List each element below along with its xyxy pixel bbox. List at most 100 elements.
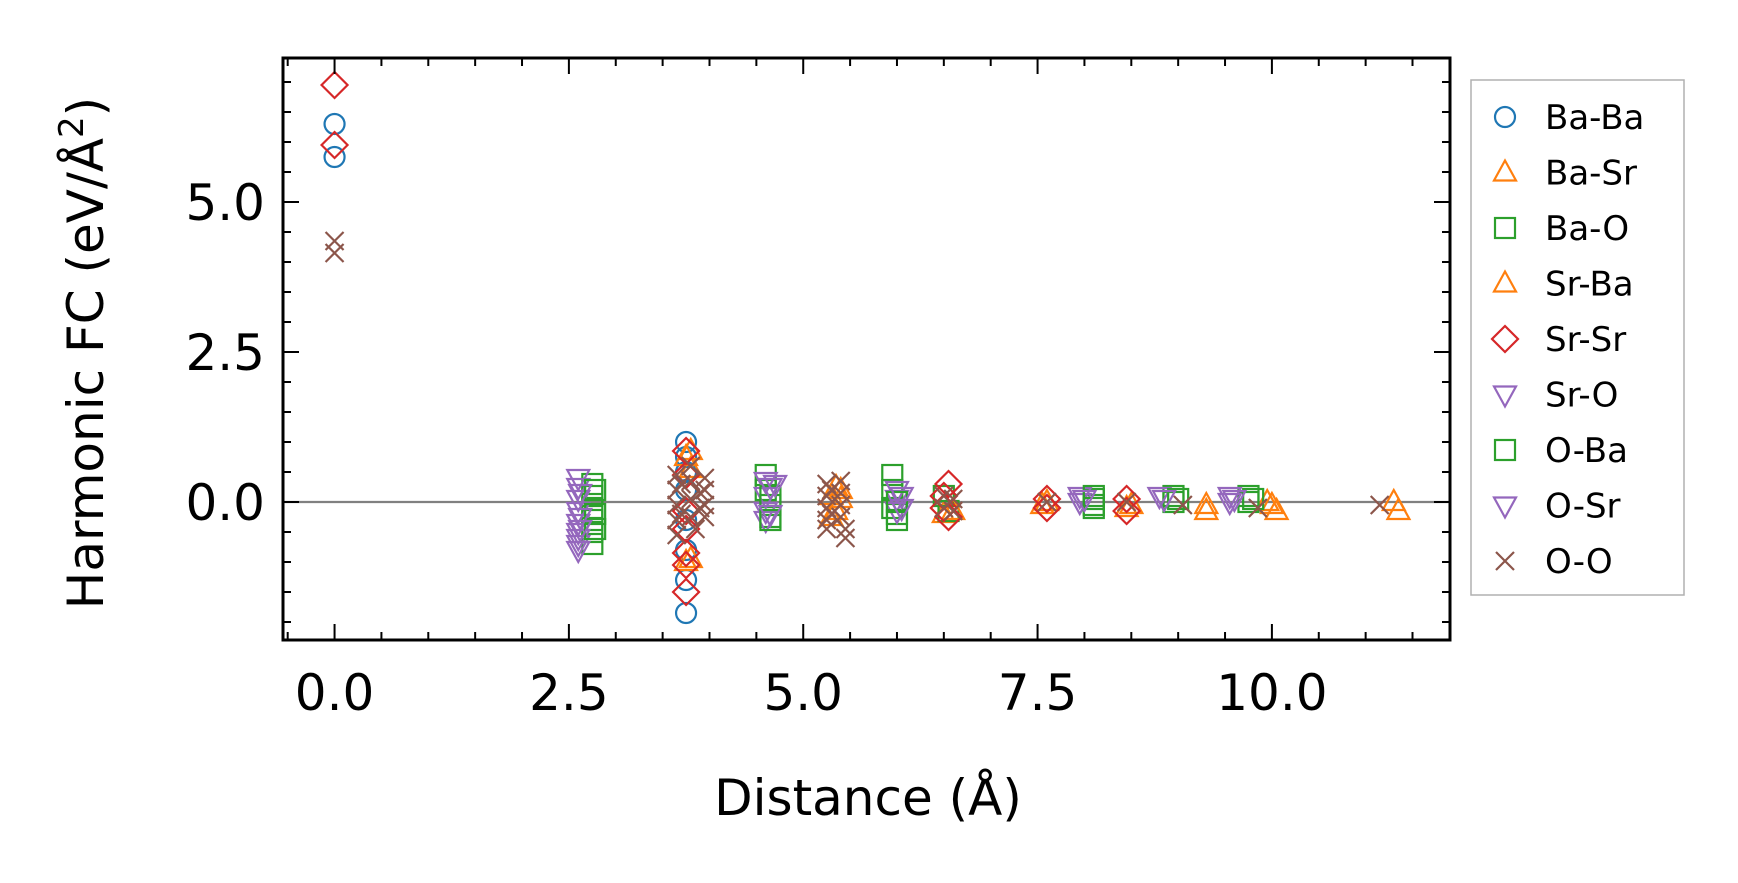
data-point	[762, 474, 788, 499]
data-point	[666, 465, 687, 485]
series-sr-sr	[319, 70, 1142, 607]
data-point	[1221, 489, 1248, 514]
data-point	[671, 436, 701, 466]
data-point	[816, 519, 837, 539]
y-tick-label: 0.0	[185, 474, 265, 532]
data-point	[323, 112, 346, 136]
data-point	[1242, 487, 1265, 511]
legend-label: O-Ba	[1545, 431, 1628, 471]
legend: Ba-Ba Ba-Sr Ba-O Sr-Ba Sr-Sr Sr-O O-Ba O-Sr O-O	[1470, 79, 1685, 596]
data-point	[1082, 484, 1105, 508]
legend-marker-ba-ba	[1493, 105, 1517, 129]
data-point	[1254, 487, 1281, 512]
data-point	[584, 517, 607, 541]
data-point	[674, 601, 698, 625]
data-point	[1263, 496, 1290, 521]
x-tick-label: 2.5	[529, 664, 609, 722]
data-point	[565, 540, 592, 565]
data-point	[567, 519, 594, 544]
data-point	[695, 507, 715, 527]
data-point	[584, 478, 607, 502]
legend-label: Ba-Ba	[1545, 98, 1644, 138]
y-axis-label-main: Harmonic FC (eV/Å	[57, 138, 115, 609]
data-point	[671, 577, 701, 607]
data-point	[319, 70, 350, 100]
legend-marker-o-o	[1495, 551, 1515, 571]
legend-label: Sr-Ba	[1545, 265, 1634, 305]
data-point	[680, 456, 701, 476]
series-o-o	[324, 231, 1390, 548]
data-point	[690, 483, 710, 503]
data-point	[943, 501, 963, 521]
data-point	[830, 507, 851, 527]
data-point	[933, 469, 964, 499]
series-o-sr	[567, 474, 1248, 544]
data-point	[888, 498, 915, 523]
data-point	[1146, 486, 1173, 511]
data-point	[1037, 492, 1057, 512]
data-point	[671, 538, 701, 568]
x-tick-label: 7.5	[998, 664, 1078, 722]
data-point	[695, 480, 715, 500]
data-point	[567, 483, 594, 508]
legend-label: O-Sr	[1545, 487, 1621, 527]
data-point	[759, 508, 782, 532]
data-point	[940, 496, 967, 521]
data-point	[1216, 486, 1243, 511]
data-point	[581, 484, 604, 508]
data-point	[685, 519, 706, 539]
data-point	[888, 486, 915, 511]
legend-marker-sr-sr	[1490, 324, 1520, 354]
y-axis-label-superscript: 2	[52, 116, 92, 138]
legend-marker-o-ba	[1493, 438, 1517, 462]
data-point	[674, 430, 698, 454]
data-point	[565, 528, 592, 553]
data-point	[1151, 489, 1177, 514]
data-point	[757, 477, 784, 502]
data-point	[323, 145, 346, 169]
y-axis-label-close: )	[57, 97, 115, 117]
legend-label: O-O	[1545, 542, 1613, 582]
legend-marker-sr-o	[1492, 385, 1518, 409]
y-axis-label: Harmonic FC (eV/Å2)	[52, 97, 115, 609]
data-point	[932, 484, 955, 508]
data-point	[1193, 496, 1220, 521]
data-point	[1066, 492, 1093, 517]
data-point	[671, 514, 701, 544]
data-point	[835, 519, 856, 539]
data-points	[319, 70, 1412, 625]
data-point	[835, 528, 856, 548]
data-point	[752, 471, 779, 496]
legend-marker-sr-ba	[1492, 269, 1518, 293]
data-point	[324, 243, 345, 263]
legend-marker-o-sr	[1492, 496, 1518, 520]
y-tick-label: 2.5	[185, 324, 265, 382]
tick-labels: 0.0 2.5 5.0 7.5 10.0 0.0 2.5 5.0	[185, 174, 1327, 722]
legend-frame	[1470, 79, 1685, 596]
legend-label: Ba-Sr	[1545, 154, 1637, 194]
legend-marker-ba-sr	[1492, 158, 1518, 182]
legend-label: Sr-O	[1545, 376, 1618, 416]
data-point	[1385, 496, 1412, 521]
series-ba-ba	[323, 112, 698, 625]
legend-label: Ba-O	[1545, 209, 1629, 249]
axis-ticks	[283, 58, 1450, 640]
x-tick-label: 0.0	[295, 664, 375, 722]
data-point	[1248, 498, 1268, 518]
data-point	[1173, 495, 1193, 515]
data-point	[1071, 489, 1098, 514]
plot-frame	[281, 56, 1452, 642]
x-tick-label: 10.0	[1216, 664, 1327, 722]
y-tick-label: 5.0	[185, 174, 265, 232]
data-point	[1369, 495, 1390, 515]
data-point	[1216, 492, 1243, 517]
x-tick-label: 5.0	[763, 664, 843, 722]
x-axis-label: Distance (Å)	[714, 769, 1022, 827]
data-point	[1032, 493, 1062, 523]
data-point	[565, 477, 592, 502]
data-point	[757, 504, 784, 529]
data-point	[584, 502, 607, 526]
data-point	[881, 463, 904, 487]
data-point	[565, 489, 592, 514]
